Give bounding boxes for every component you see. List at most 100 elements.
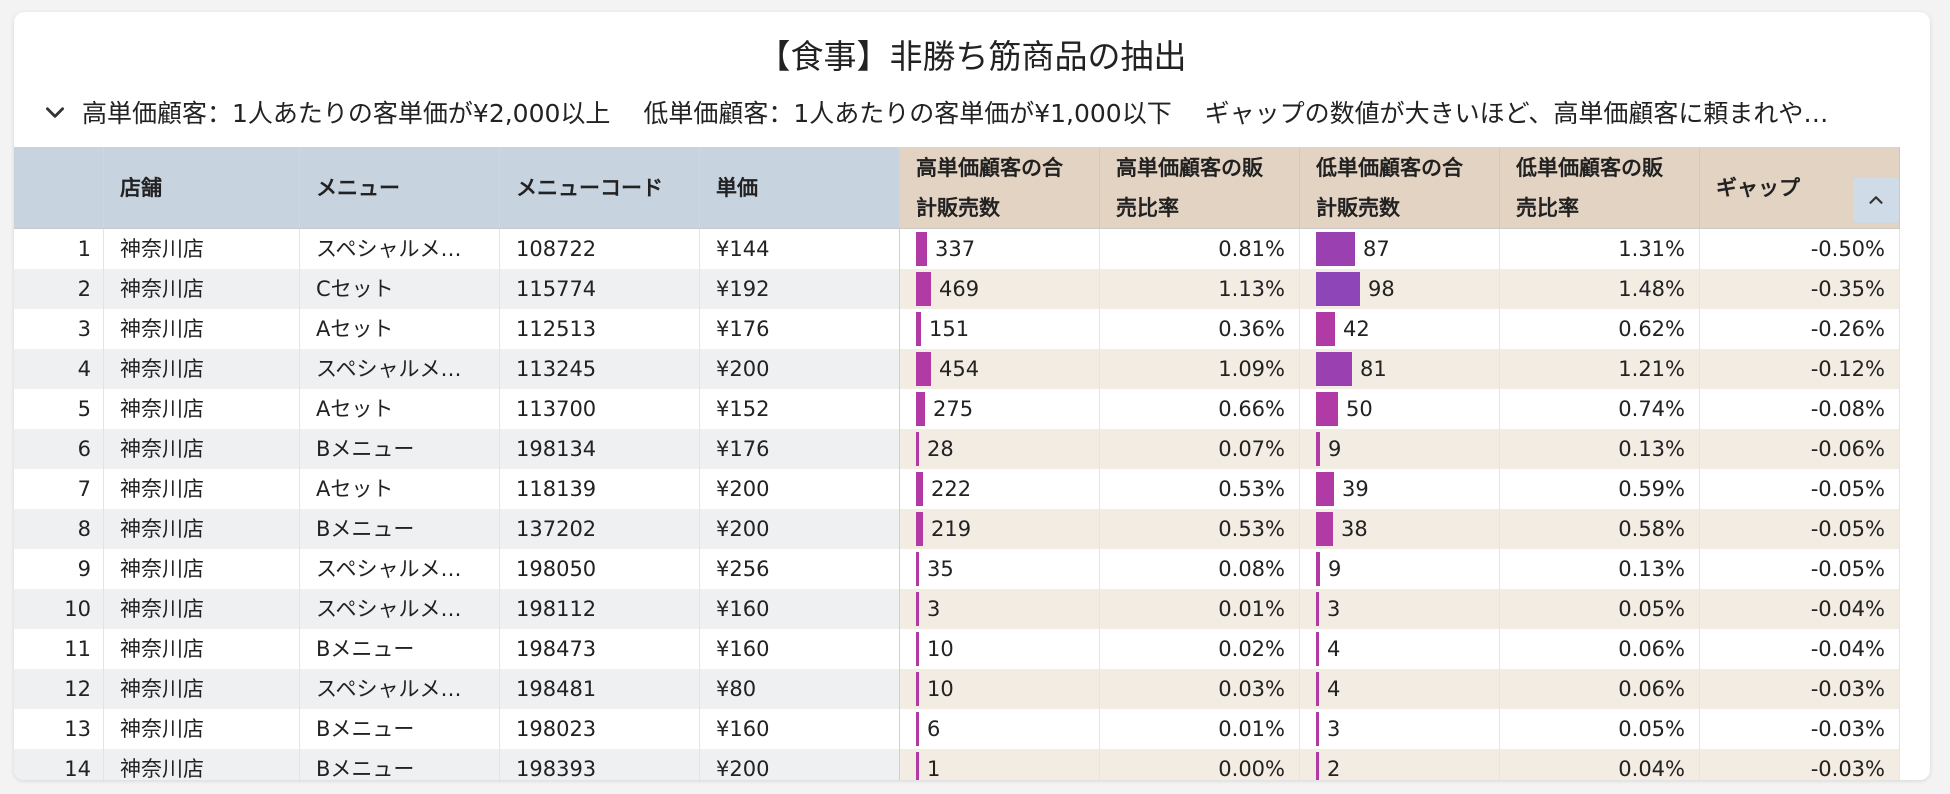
column-header-high-qty[interactable]: 高単価顧客の合計販売数 [900,147,1100,228]
column-header-high-ratio[interactable]: 高単価顧客の販売比率 [1100,147,1300,228]
data-bar [1316,352,1352,386]
cell-high-ratio: 0.01% [1100,709,1300,749]
cell-store: 神奈川店 [104,309,300,349]
cell-low-qty: 4 [1300,669,1500,709]
cell-gap: -0.12% [1700,349,1900,389]
table-row[interactable]: 3 神奈川店 Aセット 112513 ¥176 151 0.36% 42 0.62% -0.26% [14,309,1900,349]
cell-high-qty: 1 [900,749,1100,780]
cell-gap: -0.04% [1700,589,1900,629]
cell-high-ratio: 0.00% [1100,749,1300,780]
bar-value: 219 [931,517,972,541]
table-row[interactable]: 11 神奈川店 Bメニュー 198473 ¥160 10 0.02% 4 0.06% -0.04% [14,629,1900,669]
cell-code: 198481 [500,669,700,709]
cell-no: 10 [14,589,104,629]
column-header-menu[interactable]: メニュー [300,147,500,228]
table-row[interactable]: 12 神奈川店 スペシャルメ… 198481 ¥80 10 0.03% 4 0.06% -0.03… [14,669,1900,709]
cell-code: 137202 [500,509,700,549]
cell-no: 8 [14,509,104,549]
cell-no: 9 [14,549,104,589]
cell-menu: Bメニュー [300,749,500,780]
column-header-store[interactable]: 店舗 [104,147,300,228]
column-header-label: 店舗 [120,175,162,200]
cell-code: 112513 [500,309,700,349]
table-row[interactable]: 9 神奈川店 スペシャルメ… 198050 ¥256 35 0.08% 9 0.13% -0.05… [14,549,1900,589]
bar-value: 3 [927,597,941,621]
data-bar [1316,232,1355,266]
bar-value: 81 [1360,357,1387,381]
table-row[interactable]: 10 神奈川店 スペシャルメ… 198112 ¥160 3 0.01% 3 0.05% -0.04… [14,589,1900,629]
bar-value: 337 [935,237,976,261]
cell-low-qty: 3 [1300,709,1500,749]
table-row[interactable]: 2 神奈川店 Cセット 115774 ¥192 469 1.13% 98 1.48% -0.35% [14,269,1900,309]
data-bar [916,432,919,466]
cell-price: ¥200 [700,349,900,389]
column-header-gap[interactable]: ギャップ [1700,147,1900,228]
cell-no: 12 [14,669,104,709]
cell-low-ratio: 0.04% [1500,749,1700,780]
table-row[interactable]: 7 神奈川店 Aセット 118139 ¥200 222 0.53% 39 0.59% -0.05% [14,469,1900,509]
table-row[interactable]: 8 神奈川店 Bメニュー 137202 ¥200 219 0.53% 38 0.58% -0.05… [14,509,1900,549]
cell-low-ratio: 1.21% [1500,349,1700,389]
table-row[interactable]: 13 神奈川店 Bメニュー 198023 ¥160 6 0.01% 3 0.05% -0.03% [14,709,1900,749]
table-row[interactable]: 4 神奈川店 スペシャルメ… 113245 ¥200 454 1.09% 81 1.21% -0.… [14,349,1900,389]
cell-menu: スペシャルメ… [300,349,500,389]
cell-menu: Aセット [300,389,500,429]
cell-code: 108722 [500,229,700,269]
cell-gap: -0.03% [1700,709,1900,749]
cell-menu: Bメニュー [300,709,500,749]
bar-value: 2 [1327,757,1341,780]
table-row[interactable]: 14 神奈川店 Bメニュー 198393 ¥200 1 0.00% 2 0.04% -0.03% [14,749,1900,780]
cell-high-qty: 28 [900,429,1100,469]
data-bar [916,712,919,746]
cell-code: 198112 [500,589,700,629]
column-header-low-ratio[interactable]: 低単価顧客の販売比率 [1500,147,1700,228]
column-header-price[interactable]: 単価 [700,147,900,228]
column-header-no[interactable] [14,147,104,228]
column-header-label: 低単価顧客の販売比率 [1516,155,1663,220]
bar-value: 151 [929,317,970,341]
bar-value: 4 [1327,637,1341,661]
cell-low-ratio: 0.05% [1500,589,1700,629]
cell-price: ¥200 [700,749,900,780]
cell-gap: -0.08% [1700,389,1900,429]
cell-price: ¥200 [700,469,900,509]
bar-value: 9 [1328,557,1342,581]
cell-low-qty: 98 [1300,269,1500,309]
sort-toggle-button[interactable] [1853,177,1899,223]
table-header: 店舗 メニュー メニューコード 単価 高単価顧客の合計販売数 高単価顧客の販売比率 低単価顧… [14,147,1900,229]
cell-high-qty: 454 [900,349,1100,389]
chevron-down-icon[interactable] [42,99,68,125]
data-bar [916,272,931,306]
cell-store: 神奈川店 [104,349,300,389]
bar-value: 50 [1346,397,1373,421]
table-row[interactable]: 5 神奈川店 Aセット 113700 ¥152 275 0.66% 50 0.74% -0.08% [14,389,1900,429]
column-header-label: 低単価顧客の合計販売数 [1316,155,1463,220]
table-row[interactable]: 1 神奈川店 スペシャルメ… 108722 ¥144 337 0.81% 87 1.31% -0.… [14,229,1900,269]
cell-no: 2 [14,269,104,309]
cell-code: 198050 [500,549,700,589]
cell-high-qty: 35 [900,549,1100,589]
bar-value: 222 [931,477,972,501]
bar-value: 35 [927,557,954,581]
column-header-label: メニューコード [516,175,663,200]
cell-code: 113245 [500,349,700,389]
cell-high-qty: 337 [900,229,1100,269]
column-header-label: 高単価顧客の合計販売数 [916,155,1063,220]
column-header-label: 高単価顧客の販売比率 [1116,155,1263,220]
cell-gap: -0.50% [1700,229,1900,269]
cell-store: 神奈川店 [104,709,300,749]
data-table: 店舗 メニュー メニューコード 単価 高単価顧客の合計販売数 高単価顧客の販売比率 低単価顧… [14,147,1900,780]
cell-no: 6 [14,429,104,469]
data-bar [1316,552,1320,586]
data-bar [1316,392,1338,426]
cell-low-qty: 38 [1300,509,1500,549]
column-header-code[interactable]: メニューコード [500,147,700,228]
bar-value: 3 [1327,717,1341,741]
cell-low-ratio: 0.06% [1500,629,1700,669]
cell-high-qty: 219 [900,509,1100,549]
table-row[interactable]: 6 神奈川店 Bメニュー 198134 ¥176 28 0.07% 9 0.13% -0.06% [14,429,1900,469]
column-header-low-qty[interactable]: 低単価顧客の合計販売数 [1300,147,1500,228]
bar-value: 275 [933,397,974,421]
data-bar [1316,472,1334,506]
cell-no: 11 [14,629,104,669]
